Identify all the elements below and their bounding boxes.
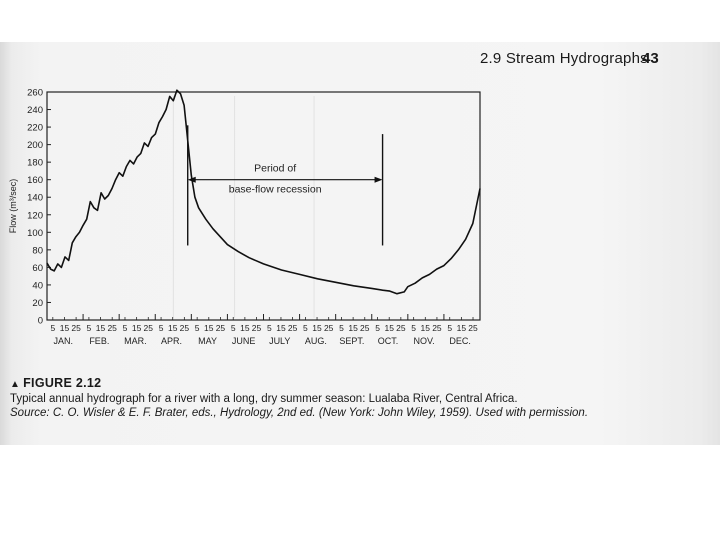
flow-series-line	[46, 89, 481, 295]
day-tick-label: 15	[132, 323, 142, 333]
month-label: NOV.	[413, 336, 434, 346]
day-tick-label: 25	[144, 323, 154, 333]
day-tick-label: 5	[195, 323, 200, 333]
scanned-page-background	[0, 42, 720, 445]
month-label: JAN.	[53, 336, 73, 346]
y-tick-label: 180	[27, 158, 43, 169]
y-tick-label: 100	[27, 228, 43, 239]
running-head: 2.9 Stream Hydrographs	[480, 50, 648, 67]
day-tick-label: 25	[216, 323, 226, 333]
day-tick-label: 25	[468, 323, 478, 333]
day-tick-label: 25	[396, 323, 406, 333]
month-label: MAR.	[124, 336, 147, 346]
day-tick-label: 15	[60, 323, 70, 333]
y-tick-label: 0	[38, 316, 43, 327]
month-label: JUNE	[232, 336, 256, 346]
page-number: 43	[642, 50, 659, 67]
base-flow-annotation: Period of base-flow recession	[187, 125, 384, 246]
annotation-line2: base-flow recession	[229, 184, 322, 196]
day-tick-label: 15	[457, 323, 467, 333]
day-tick-label: 5	[231, 323, 236, 333]
day-tick-label: 25	[252, 323, 262, 333]
day-tick-label: 25	[432, 323, 442, 333]
month-label: APR.	[161, 336, 182, 346]
y-tick-label: 80	[32, 245, 43, 256]
day-tick-label: 25	[324, 323, 334, 333]
day-tick-label: 15	[240, 323, 250, 333]
day-tick-label: 5	[267, 323, 272, 333]
figure-label: FIGURE 2.12	[23, 376, 102, 390]
day-tick-label: 5	[339, 323, 344, 333]
caption-text: Typical annual hydrograph for a river wi…	[10, 393, 518, 405]
day-tick-label: 5	[159, 323, 164, 333]
y-tick-label: 20	[32, 298, 43, 309]
y-axis-ticks: 0 20 40 60 80 100 120 140 160 180 200 220 240 260	[27, 88, 51, 327]
month-label: DEC.	[449, 336, 471, 346]
y-tick-label: 40	[32, 280, 43, 291]
y-tick-label: 140	[27, 193, 43, 204]
day-tick-label: 15	[384, 323, 394, 333]
month-label: JULY	[269, 336, 290, 346]
day-tick-label: 5	[123, 323, 128, 333]
day-tick-label: 25	[107, 323, 117, 333]
day-tick-label: 15	[168, 323, 178, 333]
day-tick-label: 5	[87, 323, 92, 333]
y-tick-label: 120	[27, 210, 43, 221]
caption-marker: ▲	[10, 379, 20, 390]
month-label: FEB.	[89, 336, 109, 346]
day-tick-label: 15	[96, 323, 106, 333]
month-label: AUG.	[305, 336, 327, 346]
y-tick-label: 60	[32, 263, 43, 274]
caption-source: Source: C. O. Wisler & E. F. Brater, eds…	[10, 407, 589, 419]
y-tick-label: 200	[27, 140, 43, 151]
annotation-line1: Period of	[254, 163, 296, 175]
arrowhead-left	[187, 176, 196, 183]
day-tick-label: 25	[360, 323, 370, 333]
day-tick-label: 25	[288, 323, 298, 333]
day-tick-label: 25	[180, 323, 190, 333]
chart-axes	[46, 91, 481, 321]
y-tick-label: 260	[27, 88, 43, 99]
day-tick-label: 5	[447, 323, 452, 333]
day-tick-label: 5	[50, 323, 55, 333]
day-tick-label: 15	[312, 323, 322, 333]
day-tick-label: 15	[348, 323, 358, 333]
y-tick-label: 240	[27, 105, 43, 116]
day-tick-label: 15	[204, 323, 214, 333]
arrowhead-right	[374, 176, 383, 183]
month-label: OCT.	[378, 336, 399, 346]
y-axis-label: Flow (m³/sec)	[8, 179, 18, 234]
day-tick-label: 25	[71, 323, 81, 333]
chart-grid	[172, 96, 315, 318]
day-tick-label: 15	[276, 323, 286, 333]
day-tick-label: 5	[303, 323, 308, 333]
month-label: SEPT.	[339, 336, 364, 346]
month-label: MAY	[198, 336, 217, 346]
plot-frame	[46, 91, 481, 321]
day-tick-label: 5	[411, 323, 416, 333]
y-tick-label: 220	[27, 123, 43, 134]
day-tick-label: 15	[421, 323, 431, 333]
y-tick-label: 160	[27, 175, 43, 186]
figure-caption: ▲ FIGURE 2.12 Typical annual hydrograph …	[10, 376, 650, 420]
day-tick-label: 5	[375, 323, 380, 333]
